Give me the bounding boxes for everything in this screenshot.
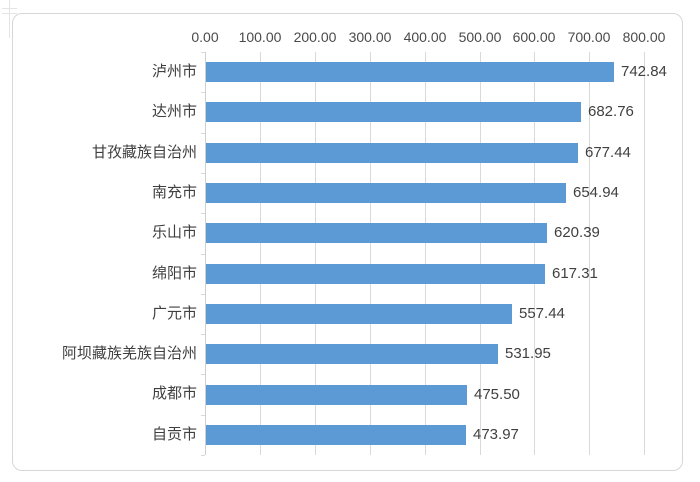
value-label: 473.97 xyxy=(473,426,519,443)
value-label: 617.31 xyxy=(552,265,598,282)
spreadsheet-gridline-artifact xyxy=(2,13,17,14)
category-axis-tick xyxy=(201,254,205,255)
gridline xyxy=(315,52,316,455)
x-tick-label: 0.00 xyxy=(191,29,219,45)
gridline xyxy=(480,52,481,455)
value-label: 475.50 xyxy=(474,386,520,403)
category-label: 自贡市 xyxy=(151,426,197,443)
x-tick-label: 400.00 xyxy=(403,29,447,45)
bar xyxy=(206,62,614,82)
bar xyxy=(206,344,498,364)
category-axis-tick xyxy=(201,213,205,214)
spreadsheet-gridline-artifact xyxy=(9,0,10,38)
value-label: 654.94 xyxy=(573,184,619,201)
x-tick-label: 300.00 xyxy=(348,29,392,45)
bar xyxy=(206,425,466,445)
category-axis-tick xyxy=(201,92,205,93)
category-label: 成都市 xyxy=(151,385,197,402)
bar xyxy=(206,183,566,203)
category-axis-tick xyxy=(201,173,205,174)
category-axis-tick xyxy=(201,415,205,416)
bar xyxy=(206,102,581,122)
category-label: 泸州市 xyxy=(151,63,197,80)
gridline xyxy=(644,52,645,455)
gridline xyxy=(534,52,535,455)
bar xyxy=(206,385,467,405)
category-label: 阿坝藏族羌族自治州 xyxy=(61,345,197,362)
spreadsheet-gridline-artifact xyxy=(2,8,17,9)
x-tick-label: 500.00 xyxy=(458,29,502,45)
category-label: 南充市 xyxy=(151,184,197,201)
value-label: 620.39 xyxy=(554,224,600,241)
x-tick-label: 100.00 xyxy=(238,29,282,45)
value-label: 557.44 xyxy=(519,305,565,322)
value-label: 682.76 xyxy=(588,103,634,120)
category-label: 达州市 xyxy=(151,103,197,120)
category-axis-tick xyxy=(201,334,205,335)
gridline xyxy=(425,52,426,455)
value-label: 742.84 xyxy=(621,63,667,80)
category-label: 乐山市 xyxy=(151,224,197,241)
category-axis-tick xyxy=(201,52,205,53)
category-label: 绵阳市 xyxy=(151,265,197,282)
gridline xyxy=(589,52,590,455)
bar xyxy=(206,304,512,324)
category-label: 甘孜藏族自治州 xyxy=(91,144,197,161)
category-axis-tick xyxy=(201,294,205,295)
category-axis-tick xyxy=(201,133,205,134)
x-tick-label: 800.00 xyxy=(622,29,666,45)
category-label: 广元市 xyxy=(151,305,197,322)
x-tick-label: 600.00 xyxy=(512,29,556,45)
bar xyxy=(206,223,547,243)
value-label: 531.95 xyxy=(505,345,551,362)
gridline xyxy=(260,52,261,455)
value-label: 677.44 xyxy=(585,144,631,161)
bar xyxy=(206,264,545,284)
category-axis-tick xyxy=(201,374,205,375)
bar xyxy=(206,143,578,163)
x-tick-label: 200.00 xyxy=(293,29,337,45)
gridline xyxy=(370,52,371,455)
value-axis-line xyxy=(205,52,206,455)
x-tick-label: 700.00 xyxy=(567,29,611,45)
category-axis-tick xyxy=(201,455,205,456)
